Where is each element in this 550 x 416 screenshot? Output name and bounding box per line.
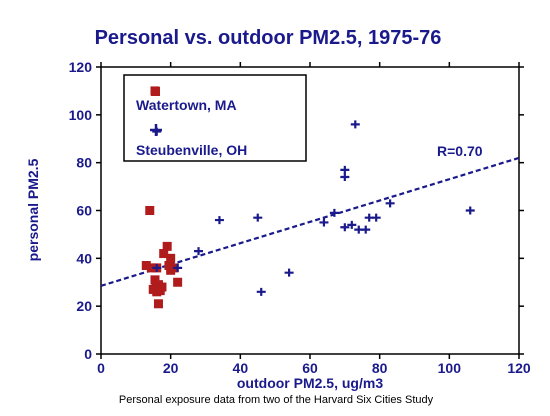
data-point-square <box>148 284 158 294</box>
data-point-plus <box>371 213 381 222</box>
y-tick-label: 20 <box>76 298 92 314</box>
data-point-plus <box>284 268 294 277</box>
series-watertown <box>141 86 183 309</box>
data-point-plus <box>340 223 350 232</box>
data-point-square <box>166 253 176 263</box>
y-tick-label: 120 <box>69 59 93 75</box>
chart-title: Personal vs. outdoor PM2.5, 1975-76 <box>95 27 442 49</box>
y-tick-label: 80 <box>76 155 92 171</box>
data-point-plus <box>465 206 475 215</box>
y-tick-label: 40 <box>76 250 92 266</box>
legend-label-steubenville: Steubenville, OH <box>136 142 247 158</box>
x-tick-label: 60 <box>302 360 318 376</box>
data-point-square <box>141 261 151 271</box>
data-point-square <box>153 299 163 309</box>
y-tick-label: 60 <box>76 203 92 219</box>
trendline <box>100 156 520 287</box>
data-point-square <box>157 282 167 292</box>
data-point-plus <box>350 120 360 129</box>
y-axis-ticks: 0 20 40 60 80 100 120 <box>69 59 524 362</box>
legend-marker-watertown <box>151 87 160 96</box>
x-tick-label: 100 <box>438 360 462 376</box>
legend: Watertown, MA Steubenville, OH <box>123 74 307 162</box>
data-points <box>141 86 475 309</box>
x-axis-label: outdoor PM2.5, ug/m3 <box>237 375 383 391</box>
legend-label-watertown: Watertown, MA <box>136 97 237 113</box>
data-point-square <box>159 249 169 259</box>
data-point-square <box>145 206 155 215</box>
data-point-plus <box>340 165 350 174</box>
data-point-plus <box>256 287 266 296</box>
x-axis-ticks: 0 20 40 60 80 100 120 <box>97 62 531 376</box>
data-point-plus <box>319 218 329 227</box>
data-point-square <box>150 275 160 285</box>
legend-marker-steubenville <box>150 124 162 136</box>
data-point-plus <box>347 220 357 229</box>
data-point-plus <box>194 247 204 256</box>
trendline-group <box>100 156 520 287</box>
y-axis-label: personal PM2.5 <box>25 158 41 261</box>
x-tick-label: 120 <box>507 360 531 376</box>
data-point-square <box>164 261 174 271</box>
data-point-square <box>162 241 172 251</box>
data-point-plus <box>385 199 395 208</box>
data-point-plus <box>329 208 339 217</box>
data-point-plus <box>340 173 350 182</box>
x-tick-label: 0 <box>97 360 105 376</box>
x-tick-label: 20 <box>163 360 179 376</box>
y-tick-label: 0 <box>84 346 92 362</box>
data-point-plus <box>361 225 371 234</box>
x-tick-label: 80 <box>372 360 388 376</box>
chart-caption: Personal exposure data from two of the H… <box>119 394 434 406</box>
data-point-plus <box>253 213 263 222</box>
legend-box <box>123 74 307 162</box>
data-point-plus <box>152 263 162 272</box>
data-point-square <box>173 277 183 287</box>
x-tick-label: 40 <box>233 360 249 376</box>
data-point-plus <box>173 263 183 272</box>
series-steubenville <box>152 120 475 296</box>
y-tick-label: 100 <box>69 107 93 123</box>
data-point-square <box>166 265 176 275</box>
correlation-annotation: R=0.70 <box>437 143 483 159</box>
data-point-plus <box>214 216 224 225</box>
data-point-square <box>147 263 157 273</box>
